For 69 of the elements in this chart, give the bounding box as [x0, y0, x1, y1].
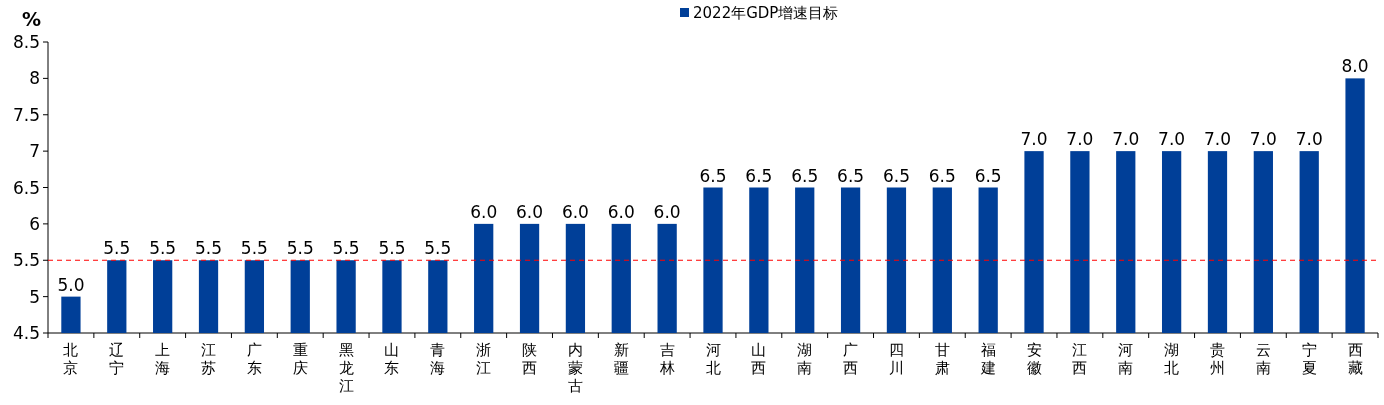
- x-tick-label: 吉林: [658, 341, 675, 377]
- data-label: 6.0: [561, 201, 589, 222]
- x-tick-label: 湖北: [1164, 341, 1180, 377]
- x-tick-label: 黑龙江: [338, 341, 354, 395]
- x-tick-label: 山西: [751, 341, 767, 377]
- data-label: 5.5: [240, 238, 268, 259]
- x-tick-label: 新疆: [613, 341, 629, 377]
- data-label: 6.5: [882, 165, 910, 186]
- x-tick-label: 四川: [888, 341, 904, 377]
- data-label: 5.0: [57, 274, 85, 295]
- x-tick-label: 河南: [1118, 341, 1134, 377]
- x-tick-label: 重庆: [292, 341, 308, 377]
- y-tick-label: 6: [29, 213, 40, 234]
- x-tick-label: 青海: [430, 341, 446, 377]
- x-tick-label: 宁夏: [1301, 341, 1317, 377]
- data-label: 7.0: [1066, 129, 1094, 150]
- data-label: 5.5: [378, 238, 406, 259]
- data-label: 8.0: [1341, 56, 1369, 77]
- x-tick-label: 浙江: [476, 341, 492, 377]
- x-tick-label: 江苏: [201, 341, 217, 377]
- data-label: 6.0: [516, 201, 544, 222]
- y-tick-label: 7: [29, 141, 40, 162]
- data-label: 5.5: [149, 238, 177, 259]
- data-label: 6.0: [607, 201, 635, 222]
- y-tick-label: 8.5: [12, 32, 40, 52]
- x-tick-label: 福建: [979, 341, 996, 377]
- legend-label: 2022年GDP增速目标: [693, 4, 839, 22]
- data-label: 6.5: [791, 165, 819, 186]
- x-tick-label: 江西: [1072, 341, 1088, 377]
- data-label: 7.0: [1203, 129, 1232, 150]
- y-axis-title: %: [22, 8, 42, 30]
- data-label: 7.0: [1158, 129, 1186, 150]
- x-tick-label: 北京: [63, 341, 79, 377]
- data-label: 6.5: [837, 165, 865, 186]
- data-label: 7.0: [1112, 129, 1140, 150]
- y-tick-label: 5.5: [12, 250, 40, 271]
- x-tick-label: 安徽: [1026, 341, 1042, 377]
- y-tick-label: 6.5: [12, 177, 40, 198]
- x-tick-label: 西藏: [1347, 341, 1363, 377]
- x-tick-label: 陕西: [522, 341, 538, 377]
- data-label: 6.0: [653, 201, 681, 222]
- data-label: 5.5: [286, 238, 314, 259]
- data-label: 6.5: [745, 165, 773, 186]
- x-tick-label: 甘肃: [934, 341, 950, 377]
- y-tick-label: 5: [29, 286, 40, 307]
- x-tick-label: 湖南: [797, 341, 813, 377]
- y-tick-label: 8: [29, 68, 40, 89]
- y-tick-label: 7.5: [12, 104, 40, 125]
- data-label: 5.5: [103, 238, 131, 259]
- data-label: 6.5: [699, 165, 727, 186]
- x-tick-label: 辽宁: [109, 341, 125, 377]
- x-tick-label: 云南: [1255, 341, 1271, 377]
- x-tick-label: 上海: [155, 341, 171, 377]
- data-label: 7.0: [1249, 129, 1277, 150]
- data-label: 6.0: [470, 201, 498, 222]
- data-label: 7.0: [1020, 129, 1048, 150]
- x-tick-label: 山东: [384, 341, 400, 377]
- data-label: 5.5: [332, 238, 360, 259]
- data-label: 5.5: [424, 238, 452, 259]
- x-tick-label: 广西: [843, 341, 859, 377]
- x-tick-label: 河北: [705, 341, 721, 377]
- x-tick-label: 广东: [246, 341, 262, 377]
- data-label: 6.5: [928, 165, 956, 186]
- data-label: 5.5: [194, 238, 223, 259]
- x-tick-label: 内蒙古: [567, 341, 583, 395]
- data-label: 6.5: [974, 165, 1002, 186]
- x-tick-label: 贵州: [1209, 341, 1225, 377]
- data-label: 7.0: [1295, 129, 1323, 150]
- y-tick-label: 4.5: [12, 323, 40, 343]
